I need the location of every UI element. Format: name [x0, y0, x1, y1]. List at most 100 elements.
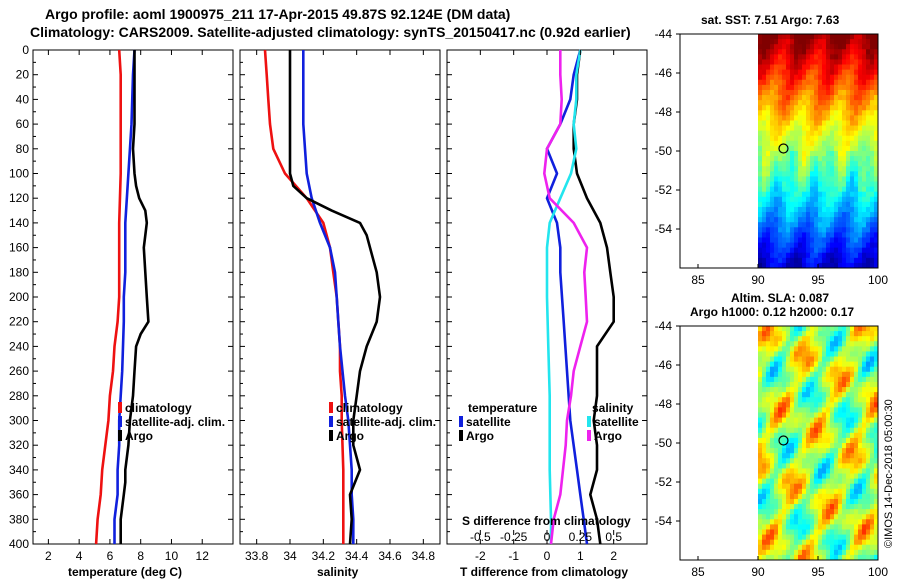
- sst-cell: [858, 130, 863, 137]
- sla-cell: [802, 336, 807, 342]
- sst-cell: [866, 232, 871, 238]
- sla-cell: [830, 478, 835, 485]
- sla-cell: [838, 407, 843, 413]
- sla-cell: [806, 504, 811, 510]
- sla-cell: [782, 443, 787, 449]
- sla-cell: [870, 432, 875, 439]
- sst-cell: [838, 120, 843, 126]
- sst-cell: [866, 135, 871, 142]
- sst-cell: [874, 120, 879, 126]
- sst-cell: [790, 125, 795, 132]
- sla-cell: [834, 336, 839, 342]
- sla-cell: [846, 407, 851, 413]
- sst-cell: [802, 196, 807, 203]
- sla-cell: [762, 534, 767, 541]
- sst-cell: [818, 217, 823, 223]
- sla-cell: [758, 331, 763, 337]
- sla-cell: [870, 381, 875, 388]
- sla-cell: [770, 351, 775, 357]
- sst-cell: [766, 191, 771, 198]
- sst-cell: [762, 247, 767, 254]
- sla-cell: [822, 422, 827, 429]
- sla-cell: [842, 331, 847, 337]
- sst-cell: [874, 145, 879, 152]
- sla-cell: [762, 417, 767, 424]
- sst-cell: [858, 201, 863, 208]
- sst-cell: [818, 64, 823, 71]
- sst-cell: [822, 161, 827, 167]
- sst-cell: [842, 181, 847, 188]
- sst-cell: [870, 100, 875, 106]
- sst-cell: [790, 120, 795, 126]
- sst-cell: [866, 252, 871, 259]
- sla-cell: [862, 453, 867, 459]
- sst-cell: [794, 222, 799, 228]
- sst-cell: [838, 100, 843, 106]
- sla-cell: [810, 437, 815, 444]
- sla-cell: [814, 376, 819, 383]
- sla-cell: [830, 514, 835, 520]
- sst-cell: [874, 100, 879, 106]
- sst-cell: [838, 110, 843, 116]
- sst-cell: [770, 247, 775, 254]
- sst-cell: [758, 176, 763, 182]
- sst-cell: [798, 166, 803, 172]
- sst-cell: [782, 110, 787, 116]
- sla-cell: [834, 488, 839, 495]
- sla-cell: [814, 544, 819, 551]
- sla-cell: [842, 498, 847, 505]
- sst-cell: [826, 84, 831, 91]
- sst-cell: [874, 166, 879, 172]
- sst-cell: [854, 176, 859, 182]
- x-tick-label: 4: [76, 549, 83, 563]
- sst-cell: [842, 54, 847, 60]
- sla-cell: [862, 524, 867, 530]
- sst-cell: [830, 242, 835, 249]
- sst-cell: [830, 39, 835, 45]
- sla-cell: [874, 524, 879, 530]
- sst-cell: [790, 34, 795, 40]
- sst-cell: [874, 257, 879, 264]
- sla-cell: [838, 381, 843, 388]
- sst-cell: [758, 140, 763, 147]
- sst-cell: [822, 130, 827, 137]
- sst-cell: [778, 186, 783, 193]
- sla-cell: [778, 468, 783, 474]
- sla-cell: [790, 544, 795, 551]
- sla-cell: [842, 417, 847, 424]
- sla-cell: [794, 422, 799, 429]
- sst-cell: [794, 49, 799, 55]
- sst-cell: [778, 201, 783, 208]
- sst-cell: [838, 69, 843, 76]
- sla-cell: [858, 381, 863, 388]
- sla-cell: [806, 351, 811, 357]
- sla-cell: [786, 351, 791, 357]
- sla-cell: [874, 504, 879, 510]
- sst-cell: [818, 140, 823, 147]
- sla-cell: [790, 437, 795, 444]
- sst-cell: [842, 196, 847, 203]
- sla-cell: [834, 493, 839, 500]
- sst-cell: [826, 242, 831, 249]
- sla-cell: [866, 402, 871, 408]
- sla-cell: [786, 504, 791, 510]
- sla-cell: [826, 326, 831, 332]
- sst-cell: [866, 140, 871, 147]
- sla-cell: [854, 554, 859, 561]
- sst-cell: [846, 115, 851, 121]
- sst-cell: [770, 140, 775, 147]
- sst-cell: [838, 252, 843, 259]
- sla-cell: [806, 341, 811, 347]
- sst-cell: [770, 242, 775, 249]
- sla-cell: [778, 448, 783, 454]
- sst-cell: [770, 257, 775, 264]
- sst-cell: [850, 217, 855, 223]
- sla-cell: [850, 402, 855, 408]
- sst-cell: [862, 145, 867, 152]
- sla-cell: [766, 473, 771, 480]
- sla-cell: [814, 509, 819, 515]
- sst-cell: [774, 252, 779, 259]
- sst-cell: [802, 257, 807, 264]
- sla-cell: [794, 529, 799, 535]
- sla-cell: [806, 366, 811, 373]
